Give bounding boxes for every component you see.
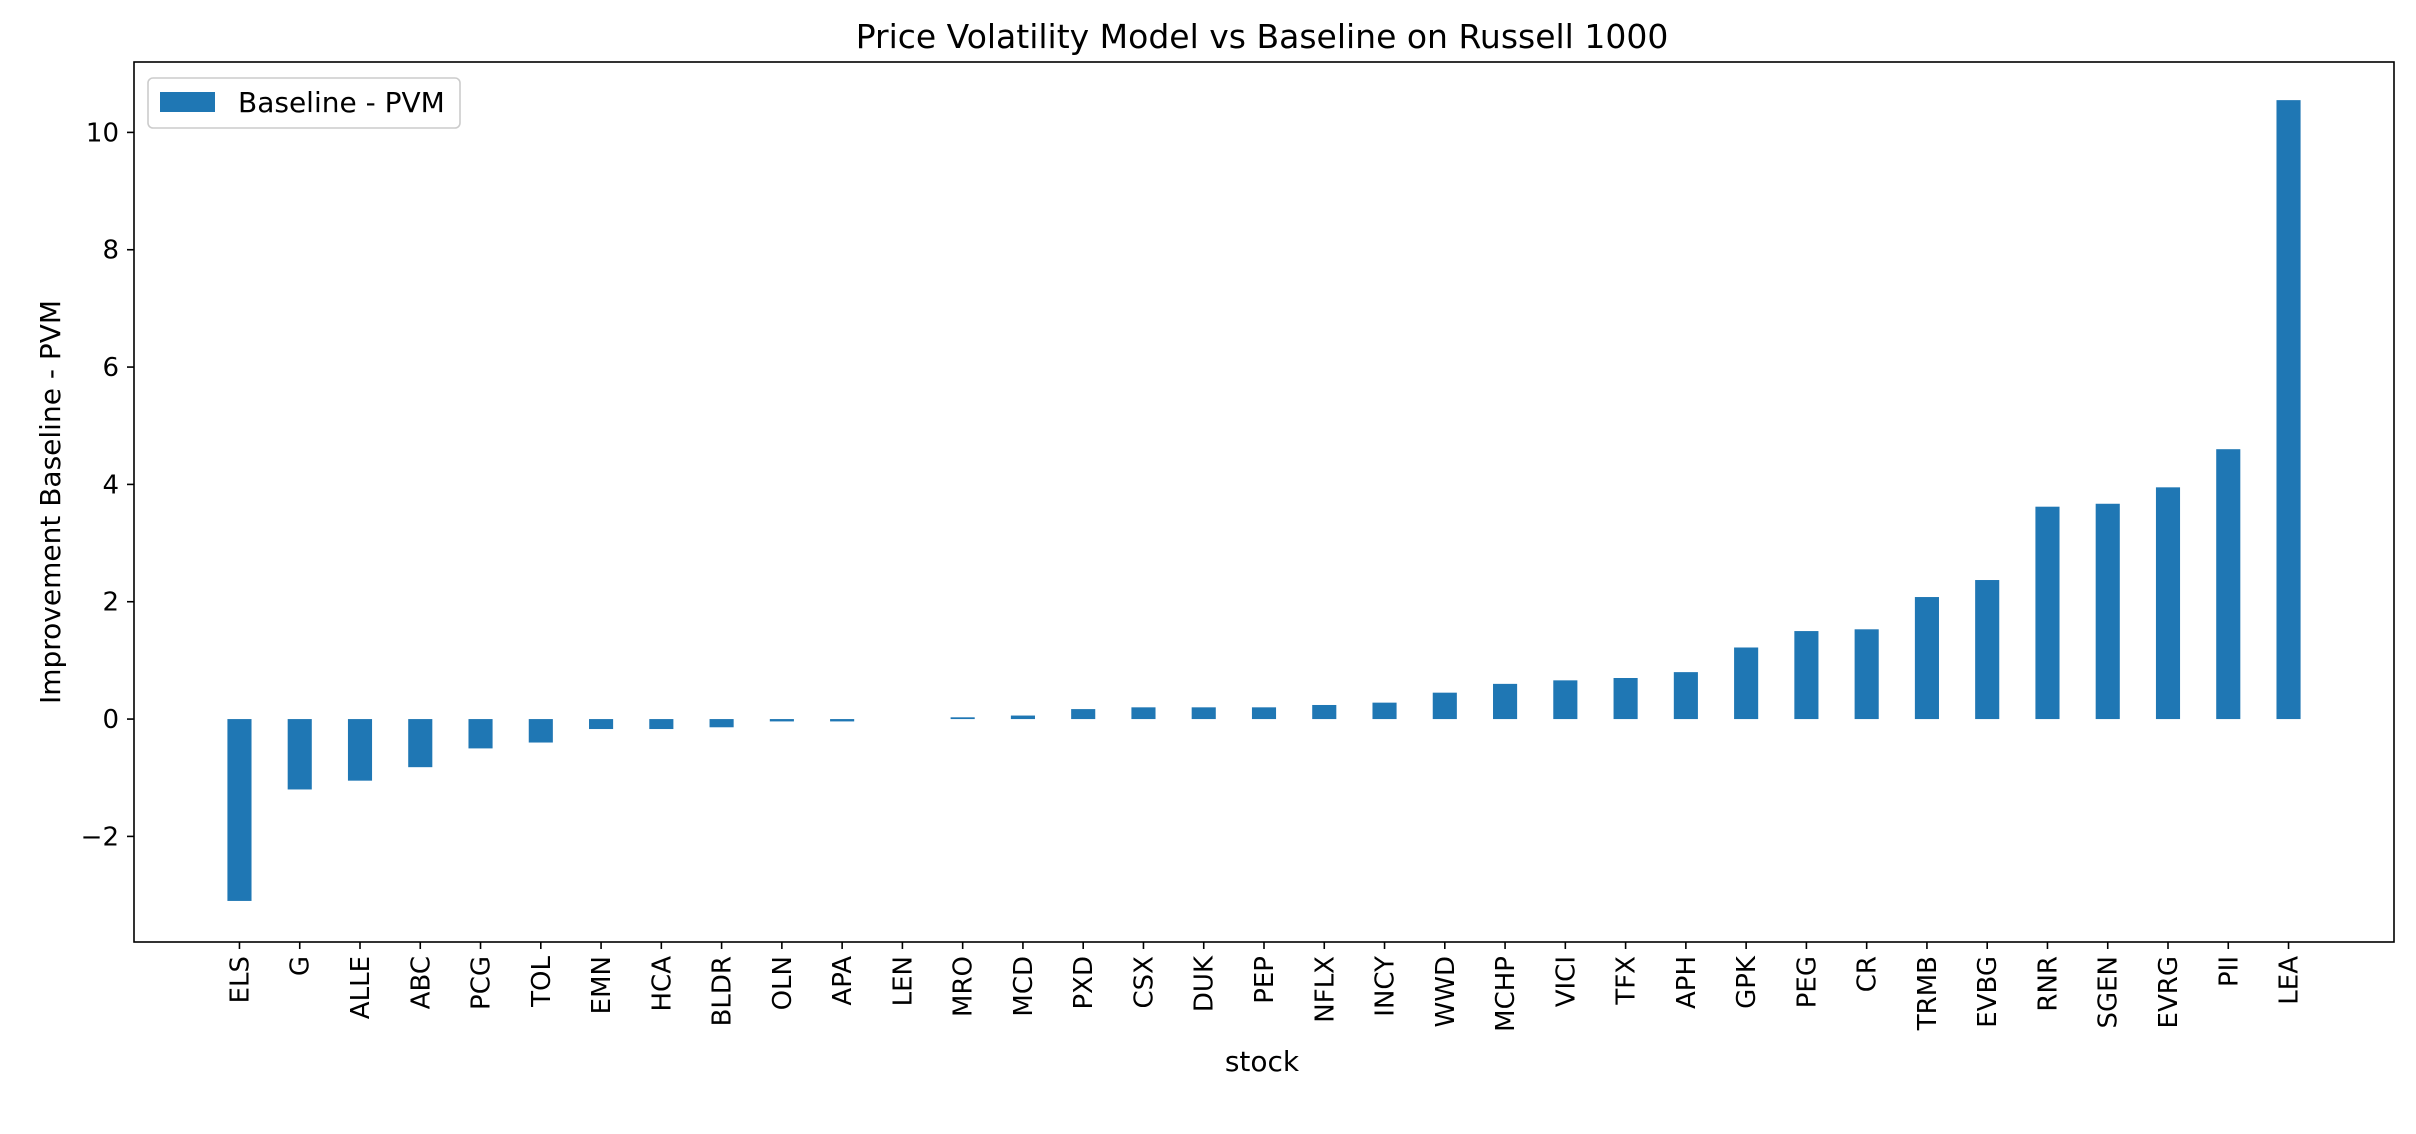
bar-cr	[1854, 629, 1879, 720]
bar-pii	[2216, 449, 2241, 720]
bar-pcg	[468, 719, 493, 749]
bar-trmb	[1914, 597, 1939, 720]
bar-rnr	[2035, 506, 2060, 720]
bar-wwd	[1432, 692, 1457, 720]
bar-evrg	[2155, 487, 2181, 720]
bar-lea	[2276, 100, 2301, 720]
x-tick-label-vici: VICI	[1551, 956, 1581, 1007]
x-tick-label-peg: PEG	[1792, 956, 1822, 1008]
y-axis: −2 0 2 4 6 8 10	[81, 118, 134, 852]
x-tick-label-sgen: SGEN	[2094, 956, 2124, 1029]
bar-vici	[1553, 680, 1578, 720]
plot-frame	[133, 61, 2395, 943]
x-tick-label-wwd: WWD	[1431, 956, 1461, 1027]
bar-oln	[769, 719, 794, 722]
bar-hca	[649, 719, 674, 730]
legend: Baseline - PVM	[147, 77, 461, 129]
x-tick-label-duk: DUK	[1190, 955, 1220, 1012]
legend-swatch	[160, 92, 215, 112]
bar-alle	[347, 719, 373, 781]
x-tick-label-mro: MRO	[949, 956, 979, 1017]
x-tick-label-pcg: PCG	[467, 956, 497, 1010]
bar-tfx	[1613, 678, 1638, 720]
x-tick-label-cr: CR	[1853, 956, 1883, 992]
y-tick-label: 0	[102, 705, 119, 735]
y-tick-label: −2	[81, 822, 119, 852]
bar-sgen	[2095, 503, 2120, 720]
y-tick-label: 8	[102, 236, 119, 266]
x-tick-label-apa: APA	[828, 956, 858, 1006]
bar-tol	[528, 719, 553, 743]
x-tick-label-tol: TOL	[527, 955, 557, 1007]
x-tick-label-emn: EMN	[587, 956, 617, 1014]
x-tick-label-abc: ABC	[406, 956, 436, 1009]
chart-title: Price Volatility Model vs Baseline on Ru…	[856, 17, 1669, 56]
x-tick-label-pii: PII	[2214, 956, 2244, 987]
bar-aph	[1673, 672, 1698, 720]
legend-label: Baseline - PVM	[238, 86, 445, 119]
x-tick-label-lea: LEA	[2275, 956, 2305, 1005]
bars-layer	[227, 100, 2301, 901]
x-axis: ELS G ALLE ABC PCG TOL EMN HCA BLDR OLN APA LEN MRO M…	[225, 942, 2305, 1032]
x-tick-label-csx: CSX	[1129, 956, 1159, 1008]
x-tick-label-hca: HCA	[647, 956, 677, 1012]
x-tick-label-bldr: BLDR	[708, 956, 738, 1026]
x-tick-label-alle: ALLE	[346, 956, 376, 1019]
x-tick-label-evbg: EVBG	[1973, 956, 2003, 1028]
x-tick-label-incy: INCY	[1371, 956, 1401, 1017]
x-tick-label-len: LEN	[888, 956, 918, 1006]
bar-pxd	[1071, 709, 1096, 720]
x-tick-label-evrg: EVRG	[2154, 956, 2184, 1028]
bar-abc	[408, 719, 433, 768]
y-tick-label: 6	[102, 353, 119, 383]
y-tick-label: 2	[102, 588, 119, 618]
bar-evbg	[1975, 580, 2000, 720]
bar-incy	[1372, 702, 1397, 720]
x-tick-label-rnr: RNR	[2033, 956, 2063, 1012]
x-tick-label-nflx: NFLX	[1310, 956, 1340, 1023]
bar-bldr	[709, 719, 734, 728]
bar-g	[287, 719, 312, 790]
bar-emn	[589, 719, 614, 730]
x-tick-label-els: ELS	[225, 956, 255, 1003]
y-tick-label: 4	[102, 470, 119, 500]
x-tick-label-pxd: PXD	[1069, 956, 1099, 1010]
x-tick-label-gpk: GPK	[1732, 955, 1762, 1009]
bar-csx	[1131, 707, 1156, 720]
y-tick-label: 10	[86, 118, 119, 148]
bar-mro	[950, 717, 975, 720]
x-tick-label-aph: APH	[1672, 956, 1702, 1009]
bar-peg	[1794, 631, 1819, 720]
bar-mchp	[1493, 683, 1518, 720]
bar-mcd	[1010, 715, 1035, 720]
x-tick-label-g: G	[286, 956, 316, 976]
x-tick-label-pep: PEP	[1250, 956, 1280, 1004]
bar-pep	[1251, 707, 1277, 720]
bar-apa	[830, 719, 855, 722]
x-tick-label-tfx: TFX	[1612, 956, 1642, 1006]
legend-box	[147, 77, 461, 129]
x-tick-label-oln: OLN	[768, 956, 798, 1010]
bar-els	[227, 719, 252, 901]
bar-nflx	[1312, 704, 1337, 720]
x-tick-label-mcd: MCD	[1009, 956, 1039, 1017]
bar-duk	[1191, 707, 1216, 720]
y-axis-label: Improvement Baseline - PVM	[34, 300, 67, 704]
x-tick-label-mchp: MCHP	[1491, 956, 1521, 1032]
x-tick-label-trmb: TRMB	[1913, 956, 1943, 1031]
x-axis-label: stock	[1225, 1045, 1300, 1078]
bar-gpk	[1734, 647, 1759, 720]
